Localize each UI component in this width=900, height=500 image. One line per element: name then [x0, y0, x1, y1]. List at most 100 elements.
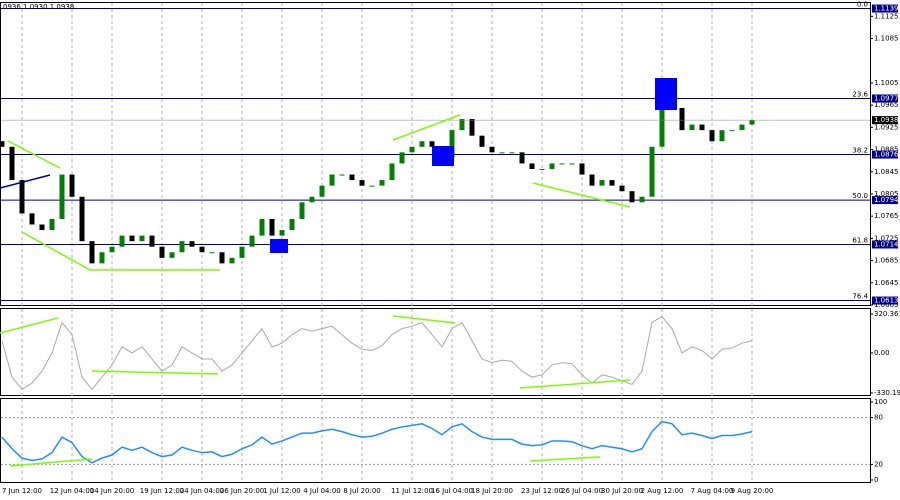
signal-box [270, 239, 288, 253]
trend-line [392, 114, 461, 141]
fib-level-name: 50.0 [852, 192, 868, 200]
y-tick-label: 0 [874, 476, 878, 484]
candle [399, 152, 405, 164]
candle [569, 163, 575, 165]
candle [539, 168, 545, 170]
candle [709, 130, 715, 142]
candle [299, 202, 305, 219]
candle [699, 124, 705, 131]
candle [199, 246, 205, 253]
candle [169, 252, 175, 258]
y-tick-label: -330.193 [874, 389, 900, 397]
candle [459, 119, 465, 131]
x-tick-label: 19 Jun 12:00 [140, 487, 184, 495]
y-tick-label: 1.0925 [874, 123, 899, 131]
y-tick-label: 1.1125 [874, 12, 899, 20]
pane-frames [0, 2, 871, 483]
candle [249, 235, 255, 247]
x-tick-label: 9 Aug 20:00 [731, 487, 774, 495]
fib-level-name: 61.8 [852, 236, 868, 244]
candle [149, 235, 155, 247]
candle [59, 174, 65, 219]
candle [219, 252, 225, 264]
indicator-line [1, 315, 753, 391]
candle [0, 141, 5, 147]
candle [609, 180, 615, 186]
candle [319, 185, 325, 197]
fib-value-box [872, 150, 898, 159]
candle [419, 141, 425, 147]
x-tick-label: 1 Jul 12:00 [263, 487, 301, 495]
x-tick-label: 23 Jul 12:00 [521, 487, 563, 495]
candle [109, 246, 115, 253]
trend-line [9, 458, 93, 467]
fib-value-box [872, 94, 898, 103]
last-price-box [872, 116, 898, 125]
y-tick-label: 1.0885 [874, 146, 899, 154]
candle [239, 246, 245, 258]
candle [509, 152, 515, 154]
candle [279, 230, 285, 236]
trend-line [21, 231, 91, 271]
x-tick-label: 24 Jun 04:00 [180, 487, 224, 495]
candle [329, 174, 335, 186]
candle [309, 196, 315, 203]
candle [29, 213, 35, 225]
x-tick-label: 8 Jul 20:00 [343, 487, 381, 495]
candle [189, 241, 195, 247]
fib-value-box [872, 240, 898, 249]
candle [589, 174, 595, 186]
y-tick-label: 1.0645 [874, 279, 899, 287]
candle [369, 185, 375, 187]
candle [639, 196, 645, 203]
y-tick-label: 1.0685 [874, 257, 899, 265]
candle [389, 163, 395, 181]
signal-box [655, 78, 677, 110]
candle [549, 163, 555, 169]
candle [679, 107, 685, 131]
candle [409, 146, 415, 153]
candle [449, 130, 455, 158]
x-tick-label: 4 Jul 04:00 [303, 487, 341, 495]
y-tick-label: 1.0605 [874, 301, 899, 309]
trend-line [532, 182, 631, 208]
fib-value-label: 1.0876 [874, 151, 899, 159]
candle [289, 218, 295, 231]
candle [19, 180, 25, 214]
x-tick-label: 14 Jun 20:00 [90, 487, 134, 495]
x-tick-label: 12 Jun 04:00 [50, 487, 94, 495]
candle [99, 252, 105, 264]
candle [519, 152, 525, 164]
candle [729, 130, 735, 132]
candle [159, 246, 165, 258]
candle [179, 241, 185, 253]
x-tick-label: 16 Jul 04:00 [431, 487, 473, 495]
candle [659, 107, 665, 147]
y-tick-label: 1.1085 [874, 35, 899, 43]
candle [129, 235, 135, 242]
candle [339, 174, 345, 176]
trend-line [0, 317, 59, 334]
candle [469, 119, 475, 136]
rsi-pane [0, 398, 871, 483]
candle [529, 163, 535, 169]
candle [629, 191, 635, 203]
fib-level-name: 23.6 [852, 90, 868, 98]
candle [649, 146, 655, 197]
x-tick-label: 30 Jul 20:00 [601, 487, 643, 495]
x-tick-label: 2 Aug 12:00 [641, 487, 684, 495]
candle [39, 224, 45, 231]
fib-value-box [872, 296, 898, 305]
candle [499, 152, 505, 154]
y-tick-label: 80 [874, 414, 883, 422]
x-tick-label: 7 Aug 04:00 [691, 487, 734, 495]
fib-level-name: 0.0 [857, 1, 868, 9]
candle [89, 241, 95, 264]
last-price-label: 1.0938 [874, 116, 899, 124]
fib-level-name: 38.2 [852, 147, 868, 155]
header: 0936 1.0930 1.0938 [3, 3, 74, 11]
y-tick-label: 20 [874, 460, 883, 468]
annotations [0, 78, 677, 467]
